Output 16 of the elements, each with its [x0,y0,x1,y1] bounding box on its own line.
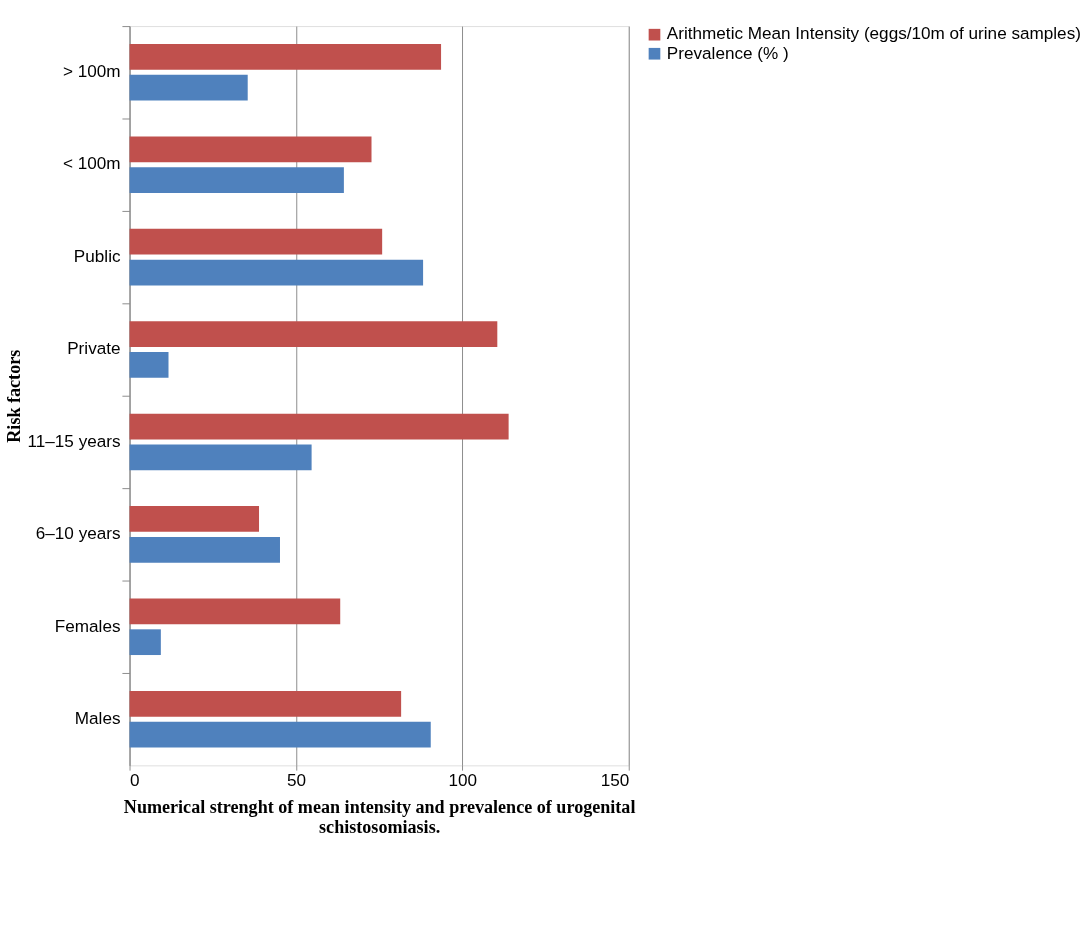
y-axis-title: Risk factors [3,349,24,443]
x-axis-title: Numerical strenght of mean intensity and prevalence of urogenital schistosomiasis. [123,797,636,838]
y-tick-label: > 100m [62,61,121,82]
y-tick-label: 6–10 years [35,523,121,544]
legend-label: Arithmetic Mean Intensity (eggs/10m of urine samples) [666,23,1081,44]
x-tick-label: 50 [286,769,306,790]
y-tick-label: < 100m [62,153,121,174]
y-tick-label: 11–15 years [27,430,121,451]
y-tick-label: Public [73,245,121,266]
x-tick-label: 150 [600,769,630,790]
y-tick-label: Males [74,707,121,728]
x-tick-label: 100 [448,769,478,790]
y-tick-label: Private [67,338,121,359]
x-tick-label: 0 [130,769,140,790]
legend-label: Prevalence (% ) [666,42,789,63]
y-tick-label: Females [54,615,121,636]
